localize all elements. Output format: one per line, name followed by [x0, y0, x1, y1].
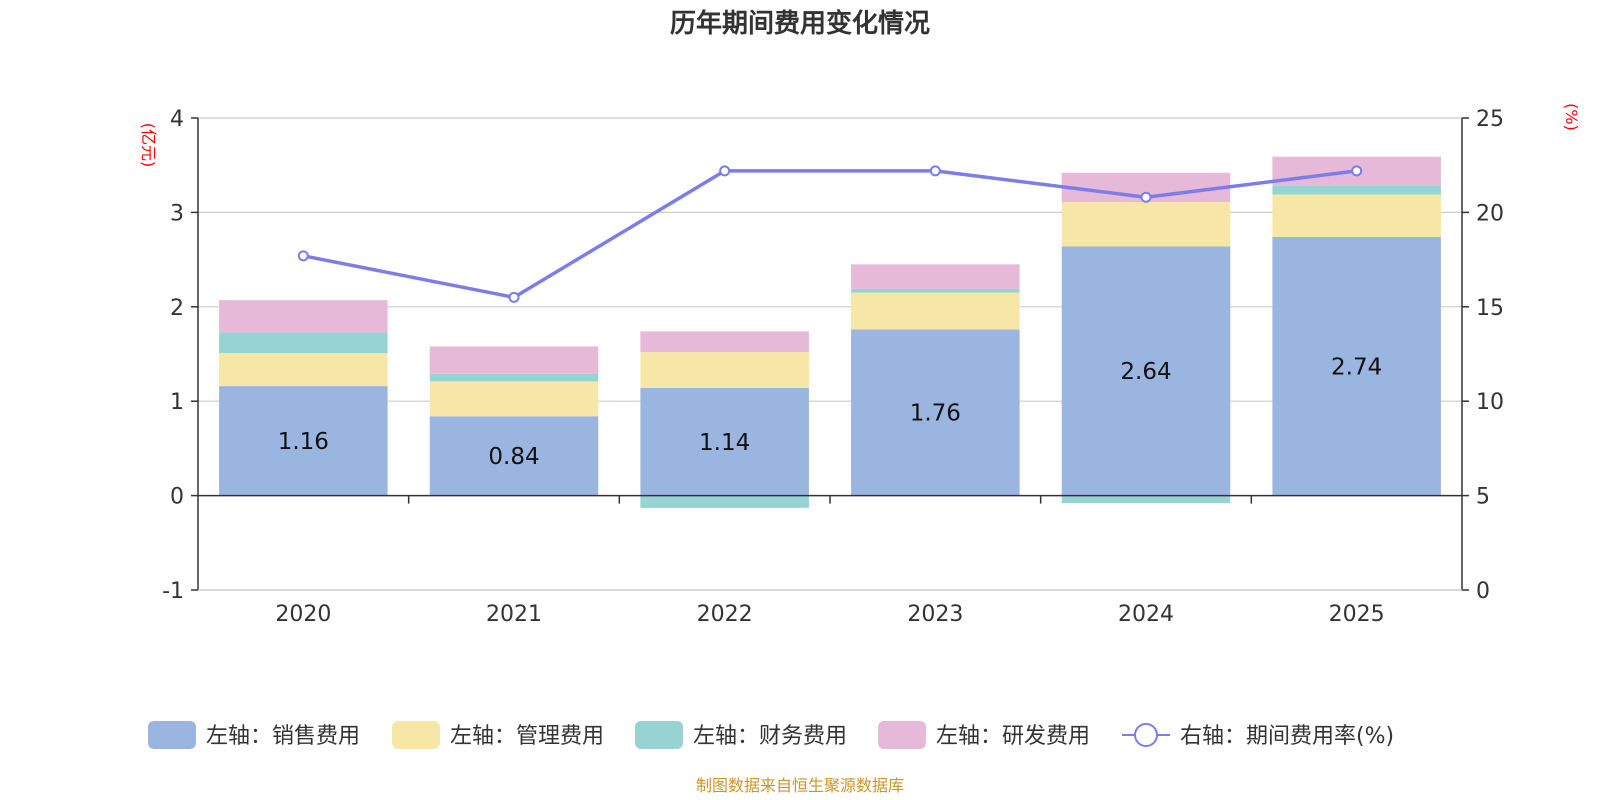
legend-label: 左轴：研发费用 — [936, 724, 1090, 749]
bar-series — [219, 156, 1441, 508]
line-point — [929, 165, 941, 177]
bar-segment — [1272, 194, 1441, 237]
bar-value-label: 1.14 — [699, 430, 750, 456]
bar-segment — [429, 346, 599, 374]
left-tick-label: 3 — [170, 201, 184, 226]
bar-value-label: 1.76 — [910, 401, 961, 427]
chart-title: 历年期间费用变化情况 — [670, 8, 930, 39]
bar-segment — [640, 352, 809, 388]
left-tick-label: 4 — [170, 107, 184, 132]
bar-value-label: 2.74 — [1331, 354, 1382, 380]
line-point — [508, 291, 520, 303]
bar-segment — [219, 353, 388, 387]
right-tick-label: 0 — [1476, 579, 1490, 604]
bar-segment — [851, 292, 1020, 330]
bar-segment — [1061, 246, 1231, 496]
legend-marker-icon — [1134, 723, 1158, 747]
expense-ratio-line — [302, 169, 1357, 300]
x-tick-label: 2022 — [697, 602, 753, 627]
x-tick-label: 2020 — [275, 602, 331, 627]
legend-label: 左轴：销售费用 — [206, 724, 360, 749]
bar-segment — [640, 495, 809, 508]
right-tick-label: 20 — [1476, 201, 1504, 226]
bar-segment — [1272, 236, 1441, 496]
bar-segment — [429, 373, 599, 382]
bar-segment — [851, 288, 1020, 293]
right-tick-label: 10 — [1476, 390, 1504, 415]
bar-segment — [429, 381, 599, 417]
bar-value-label: 0.84 — [488, 444, 539, 470]
bar-segment — [851, 264, 1020, 289]
bar-segment — [851, 329, 1020, 496]
bar-segment — [219, 386, 388, 496]
line-point — [1140, 191, 1152, 203]
bar-segment — [1061, 202, 1231, 247]
legend-label: 左轴：财务费用 — [693, 724, 847, 749]
x-tick-label: 2021 — [486, 602, 542, 627]
right-tick-label: 5 — [1476, 485, 1490, 510]
legend-swatch — [392, 721, 440, 749]
left-tick-label: -1 — [162, 579, 184, 604]
legend-swatch — [148, 721, 196, 749]
bar-segment — [1061, 495, 1231, 504]
data-source-note: 制图数据来自恒生聚源数据库 — [696, 776, 904, 795]
left-axis-unit: (亿元) — [139, 123, 158, 168]
right-tick-label: 15 — [1476, 296, 1504, 321]
left-tick-label: 2 — [170, 296, 184, 321]
legend: 左轴：销售费用 左轴：管理费用 左轴：财务费用 左轴：研发费用 右轴：期间费用率(%) — [148, 721, 1394, 749]
right-axis-unit: (%) — [1562, 103, 1581, 131]
x-tick-label: 2023 — [907, 602, 963, 627]
left-tick-label: 0 — [170, 485, 184, 510]
bar-segment — [219, 300, 388, 333]
right-tick-label: 25 — [1476, 107, 1504, 132]
line-point — [1351, 165, 1363, 177]
bar-segment — [1272, 185, 1441, 195]
bar-segment — [640, 331, 809, 353]
bar-value-label: 1.16 — [278, 429, 329, 455]
line-series — [297, 165, 1363, 303]
bar-value-label: 2.64 — [1120, 359, 1171, 385]
data-labels: 1.16 0.84 1.14 1.76 2.64 2.74 — [278, 354, 1383, 470]
left-tick-label: 1 — [170, 390, 184, 415]
line-point — [719, 165, 731, 177]
legend-label: 右轴：期间费用率(%) — [1180, 724, 1394, 749]
bar-segment — [219, 332, 388, 354]
legend-swatch — [635, 721, 683, 749]
bar-segment — [640, 387, 809, 496]
x-tick-label: 2024 — [1118, 602, 1174, 627]
legend-swatch — [878, 721, 926, 749]
legend-label: 左轴：管理费用 — [450, 724, 604, 749]
bar-segment — [429, 416, 599, 496]
line-point — [297, 250, 309, 262]
x-tick-label: 2025 — [1329, 602, 1385, 627]
